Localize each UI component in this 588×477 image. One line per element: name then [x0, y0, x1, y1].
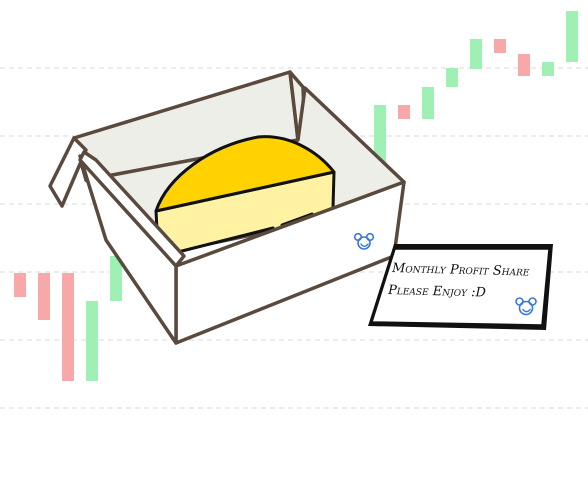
mickey-seal-icon: [353, 232, 375, 250]
candlestick: [446, 68, 458, 87]
candlestick: [566, 11, 578, 62]
candlestick: [494, 39, 506, 53]
candlestick: [62, 273, 74, 381]
cake-box: [48, 70, 406, 345]
candlestick: [86, 301, 98, 381]
box-front-flap: [78, 150, 186, 268]
cake-frosting: [154, 135, 336, 213]
card-paper: [370, 248, 550, 326]
box-left-flap: [48, 136, 88, 208]
candlestick: [542, 62, 554, 76]
mickey-seal-icon: [515, 297, 537, 316]
candlestick: [38, 273, 50, 320]
candlestick: [470, 39, 482, 69]
candlestick: [398, 105, 410, 119]
candlestick: [518, 54, 530, 76]
candlestick: [110, 256, 122, 301]
candlestick: [422, 87, 434, 119]
candlestick: [14, 273, 26, 297]
card-line-1: Monthly Profit Share: [391, 261, 530, 280]
greeting-card: Monthly Profit Share Please Enjoy :D: [368, 244, 553, 330]
card-line-2: Please Enjoy :D: [387, 283, 487, 301]
candlestick: [374, 105, 386, 170]
